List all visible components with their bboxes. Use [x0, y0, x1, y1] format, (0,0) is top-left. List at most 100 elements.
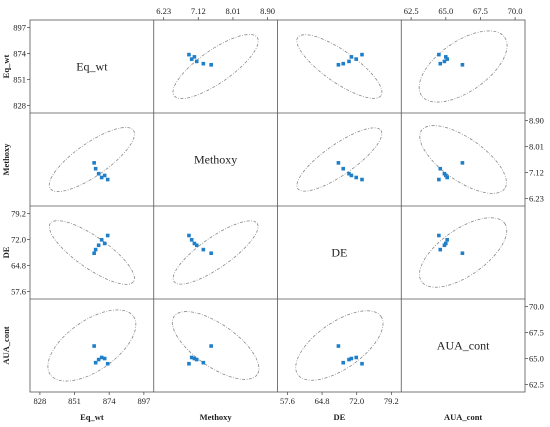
data-point [341, 61, 346, 66]
y-tick-label: 8.90 [529, 115, 544, 125]
y-tick-label: 64.8 [11, 261, 26, 271]
data-point [93, 247, 98, 252]
x-axis-label: AUA_cont [444, 412, 482, 422]
data-point [336, 344, 341, 348]
data-point [192, 55, 197, 59]
data-point [437, 177, 441, 182]
x-tick-label: 828 [34, 396, 47, 406]
data-point [93, 360, 98, 365]
y-tick-label: 897 [13, 22, 26, 32]
diagonal-label: DE [331, 246, 347, 260]
confidence-ellipse [296, 34, 383, 99]
data-point [194, 357, 199, 362]
x-tick-label: 851 [68, 396, 81, 406]
data-point [360, 361, 364, 366]
data-point [192, 356, 197, 361]
data-point [445, 57, 449, 61]
data-point [354, 175, 359, 180]
diagonal-label: Eq_wt [76, 60, 108, 74]
x-axis-label: Methoxy [200, 412, 233, 422]
data-point [209, 63, 213, 67]
y-tick-label: 72.0 [11, 234, 26, 244]
data-point [189, 355, 194, 360]
data-point [444, 173, 448, 178]
data-point [194, 59, 199, 64]
data-point [349, 173, 354, 178]
data-point [444, 55, 448, 59]
data-point [102, 356, 107, 361]
confidence-ellipse [48, 127, 135, 192]
data-point [99, 355, 104, 360]
data-point [201, 247, 206, 252]
y-axis-label: Eq_wt [1, 55, 11, 79]
data-point [187, 361, 191, 366]
confidence-ellipse [296, 127, 383, 192]
data-point [347, 59, 351, 64]
confidence-ellipse [419, 125, 507, 194]
y-tick-label: 79.2 [11, 208, 26, 218]
data-point [341, 166, 346, 171]
confidence-ellipse [172, 220, 259, 285]
data-point [336, 63, 341, 67]
data-point [336, 161, 341, 165]
x-axis-label: Eq_wt [80, 412, 104, 422]
data-point [341, 360, 346, 365]
data-point [209, 344, 213, 348]
diagonal-label: AUA_cont [437, 339, 490, 353]
data-point [99, 238, 104, 242]
confidence-ellipse [48, 220, 135, 285]
x-tick-label: 79.2 [384, 396, 399, 406]
data-point [201, 61, 206, 66]
data-point [347, 357, 351, 362]
y-tick-label: 7.12 [529, 168, 544, 178]
x-tick-label: 8.90 [260, 6, 275, 16]
data-point [460, 161, 465, 165]
x-tick-label: 57.6 [280, 396, 295, 406]
y-tick-label: 62.5 [529, 380, 544, 390]
data-point [354, 355, 359, 360]
x-tick-label: 72.0 [349, 396, 364, 406]
x-tick-label: 65.0 [438, 6, 453, 16]
y-tick-label: 6.23 [529, 194, 544, 204]
data-point [460, 251, 465, 256]
data-point [105, 177, 110, 182]
data-point [194, 243, 199, 248]
x-tick-label: 897 [137, 396, 150, 406]
data-point [445, 238, 449, 242]
data-point [96, 357, 101, 362]
data-point [437, 52, 441, 57]
x-tick-label: 67.5 [473, 6, 488, 16]
data-point [92, 344, 96, 348]
data-point [442, 59, 447, 64]
y-axis-label: AUA_cont [1, 326, 11, 364]
data-point [437, 233, 441, 238]
data-point [354, 57, 359, 61]
data-point [192, 241, 197, 246]
x-tick-label: 6.23 [156, 6, 171, 16]
data-point [444, 241, 448, 246]
y-axis-label: Methoxy [1, 143, 11, 176]
confidence-ellipse [47, 309, 137, 382]
data-point [189, 57, 194, 61]
confidence-ellipse [171, 311, 260, 380]
confidence-ellipse [295, 310, 384, 381]
data-point [438, 61, 443, 66]
x-tick-label: 8.01 [226, 6, 241, 16]
y-tick-label: 828 [13, 101, 26, 111]
data-point [102, 241, 107, 246]
data-point [187, 52, 191, 57]
data-point [349, 356, 354, 361]
diagonal-label: Methoxy [194, 153, 237, 167]
x-tick-label: 62.5 [404, 6, 419, 16]
data-point [360, 52, 364, 57]
data-point [92, 251, 96, 256]
data-point [96, 171, 101, 176]
data-point [347, 171, 351, 176]
data-point [105, 361, 110, 366]
x-tick-label: 70.0 [508, 6, 523, 16]
data-point [93, 166, 98, 171]
data-point [105, 233, 110, 238]
confidence-ellipse [418, 30, 508, 103]
y-tick-label: 70.0 [529, 301, 544, 311]
